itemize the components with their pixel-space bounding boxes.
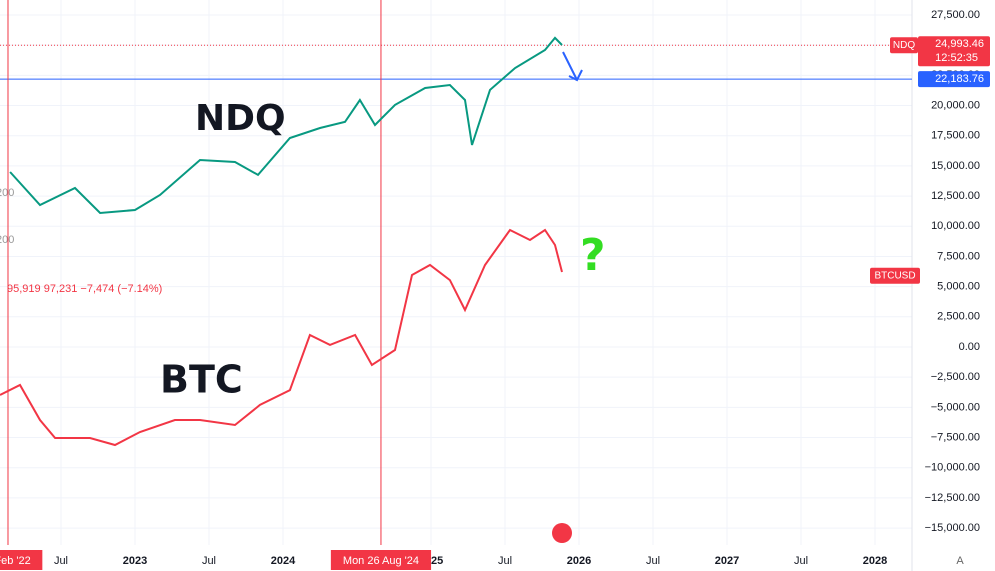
- cursor-label: Mon 26 Aug '24: [343, 555, 419, 567]
- legend-values: 95,919 97,231 −7,474 (−7.14%): [7, 283, 162, 295]
- y-tick-label: 7,500.00: [937, 250, 980, 262]
- y-tick-label: 15,000.00: [931, 160, 980, 172]
- flag-icon: [552, 523, 572, 543]
- x-tick-label: 2027: [715, 555, 739, 567]
- x-tick-label: Jul: [202, 555, 216, 567]
- series-badge-label: BTCUSD: [874, 270, 915, 281]
- y-tick-label: −7,500.00: [931, 431, 980, 443]
- cursor-label-box: [0, 550, 43, 570]
- price-badge: [918, 71, 990, 88]
- arrow: [562, 51, 583, 82]
- x-tick-label: 2028: [863, 555, 887, 567]
- y-tick-label: 2,500.00: [937, 311, 980, 323]
- y-tick-label: −15,000.00: [925, 522, 980, 534]
- y-tick-label: −5,000.00: [931, 401, 980, 413]
- series-badge-label: NDQ: [893, 40, 915, 51]
- x-tick-label: Jul: [646, 555, 660, 567]
- annotation-btc: BTC: [160, 358, 243, 402]
- x-tick-label: 2023: [123, 555, 147, 567]
- series-line: [0, 228, 563, 447]
- y-tick-label: 0.00: [959, 341, 980, 353]
- x-tick-label: 2024: [271, 555, 296, 567]
- annotation-question: ?: [580, 230, 606, 281]
- y-tick-label: 5,000.00: [937, 281, 980, 293]
- legend-fragment: 200: [0, 187, 14, 199]
- y-tick-label: 12,500.00: [931, 190, 980, 202]
- countdown: 12:52:35: [935, 52, 978, 64]
- y-tick-label: −2,500.00: [931, 371, 980, 383]
- annotation-ndq: NDQ: [195, 98, 286, 139]
- scale-mode: A: [956, 555, 964, 567]
- x-tick-label: Jul: [498, 555, 512, 567]
- y-tick-label: 27,500.00: [931, 9, 980, 21]
- price-badge: [918, 36, 990, 67]
- x-tick-label: Jul: [794, 555, 808, 567]
- x-tick-label: Jul: [54, 555, 68, 567]
- y-tick-label: −12,500.00: [925, 492, 980, 504]
- grid: [0, 0, 912, 545]
- series-line: [9, 36, 563, 215]
- legend-fragment: 200: [0, 234, 14, 246]
- x-tick-label: 2026: [567, 555, 591, 567]
- series-badge: [870, 267, 920, 284]
- series-badge: [890, 37, 918, 54]
- cursor-label-box: [330, 550, 432, 570]
- y-tick-label: −10,000.00: [925, 462, 980, 474]
- y-tick-label: 20,000.00: [931, 99, 980, 111]
- price-badge-label: 24,993.46: [935, 38, 984, 50]
- price-badge-label: 22,183.76: [935, 73, 984, 85]
- y-tick-label: 17,500.00: [931, 130, 980, 142]
- y-tick-label: 10,000.00: [931, 220, 980, 232]
- cursor-label: 2 Feb '22: [0, 555, 31, 567]
